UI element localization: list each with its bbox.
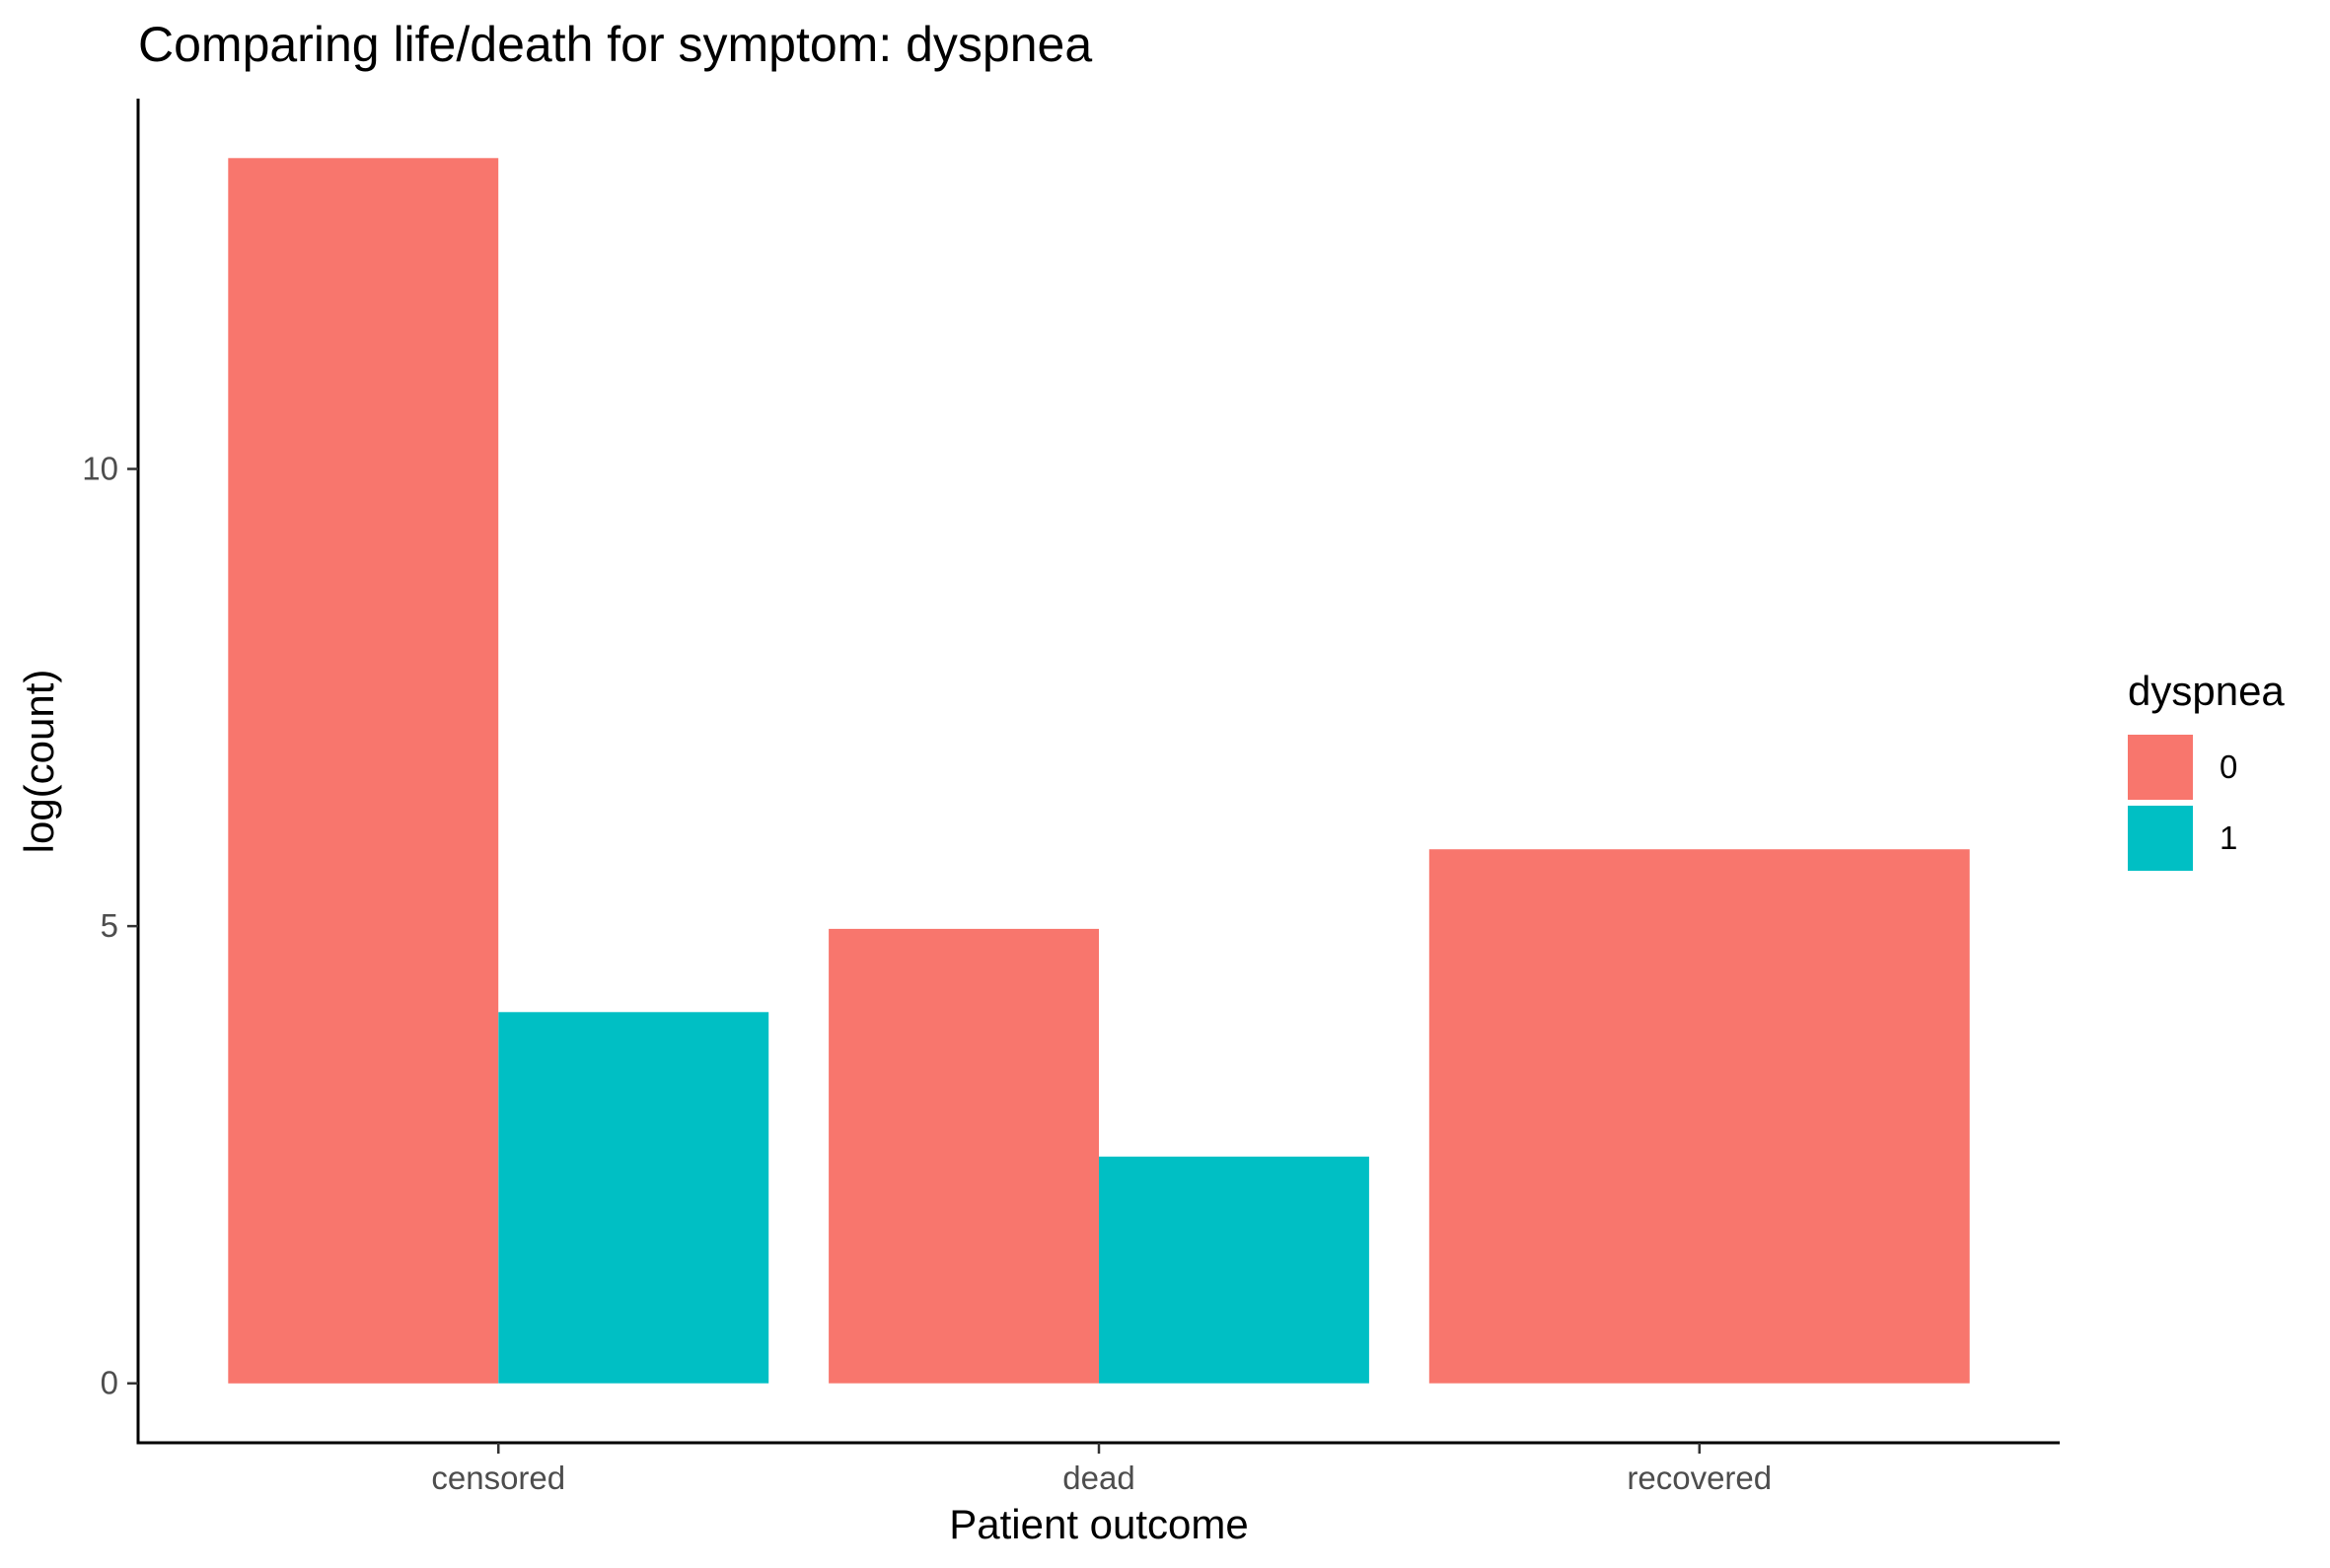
bar-dead-1 — [1099, 1156, 1369, 1384]
x-tick-label-recovered: recovered — [1627, 1460, 1772, 1496]
bar-dead-0 — [829, 928, 1099, 1384]
y-tick-label: 0 — [101, 1365, 118, 1401]
bar-recovered-0 — [1428, 849, 1970, 1384]
bar-censored-1 — [498, 1012, 769, 1384]
bar-censored-0 — [228, 158, 499, 1384]
legend-label-0: 0 — [2220, 748, 2237, 785]
y-tick-label: 5 — [101, 907, 118, 944]
plot-area: 0 5 10 censored dead recovered — [82, 99, 2060, 1496]
y-axis-title: log(count) — [16, 670, 62, 854]
y-tick-label: 10 — [82, 451, 118, 487]
x-tick-label-censored: censored — [431, 1460, 565, 1496]
chart-title: Comparing life/death for symptom: dyspne… — [138, 17, 1092, 72]
legend-key-0 — [2128, 735, 2193, 800]
x-tick-label-dead: dead — [1062, 1460, 1134, 1496]
legend-key-1 — [2128, 806, 2193, 871]
legend-title: dyspnea — [2128, 668, 2285, 714]
x-axis-title: Patient outcome — [949, 1501, 1249, 1547]
legend-label-1: 1 — [2220, 820, 2237, 856]
legend: 01 — [2128, 735, 2237, 871]
